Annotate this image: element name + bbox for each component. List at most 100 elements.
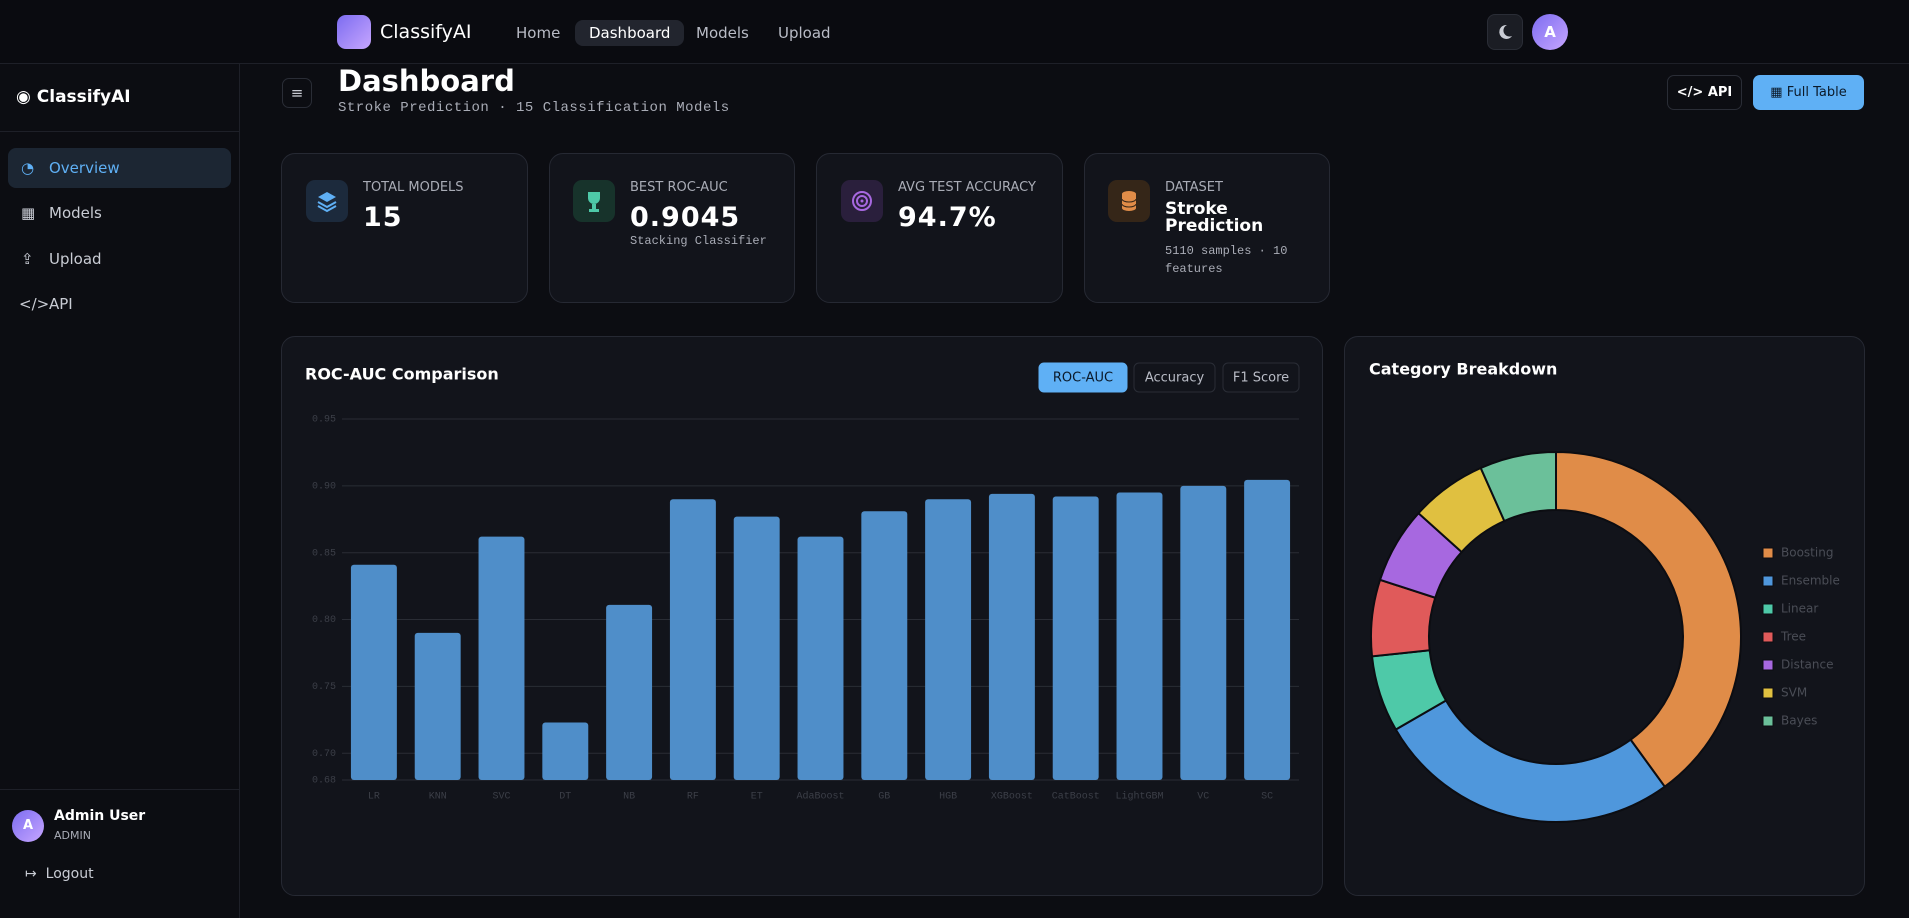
legend-swatch	[1762, 687, 1774, 699]
x-tick-label: CatBoost	[1052, 792, 1100, 803]
layers-icon	[317, 192, 337, 213]
bar	[733, 516, 780, 780]
logout[interactable]: ↦ Logout	[25, 866, 94, 882]
chart-tab[interactable]: Accuracy	[1133, 362, 1216, 393]
bar	[542, 722, 589, 780]
chart-title: Category Breakdown	[1369, 360, 1557, 379]
logout-label: Logout	[45, 866, 94, 882]
legend-swatch	[1762, 547, 1774, 559]
stat-note: 5110 samples · 10 features	[1165, 244, 1288, 276]
page-subtitle: Stroke Prediction · 15 Classification Mo…	[338, 100, 730, 116]
bar	[1052, 496, 1099, 780]
sidebar-item[interactable]: ▦ Models	[8, 193, 231, 233]
sidebar-brand[interactable]: ◉ ClassifyAI	[16, 87, 131, 107]
stat-icon	[1108, 180, 1150, 222]
brand-logo[interactable]	[337, 15, 371, 49]
bar	[350, 564, 397, 780]
bar	[669, 499, 716, 780]
bar	[797, 536, 844, 780]
tab-label: ROC-AUC	[1053, 371, 1113, 386]
y-tick-label: 0.95	[312, 415, 336, 426]
full-table-button[interactable]: ▦ Full Table	[1753, 75, 1864, 110]
legend-swatch	[1762, 603, 1774, 615]
legend-label: Boosting	[1781, 546, 1833, 560]
stat-value: 15	[363, 202, 403, 233]
bar	[988, 493, 1035, 780]
stat-label: TOTAL MODELS	[363, 180, 464, 195]
page-title: Dashboard	[338, 64, 515, 98]
nav-link[interactable]: Home	[516, 24, 561, 42]
chart-tab[interactable]: ROC-AUC	[1038, 362, 1128, 393]
x-tick-label: NB	[623, 792, 635, 803]
nav-link[interactable]: Upload	[778, 24, 831, 42]
tab-bg	[1222, 362, 1300, 393]
nav-link[interactable]: Dashboard	[575, 20, 685, 46]
user-role: ADMIN	[54, 829, 91, 842]
sidebar-item[interactable]: </> API	[8, 284, 231, 324]
moon-icon	[1499, 24, 1512, 39]
sidebar-brand-text: ClassifyAI	[36, 87, 131, 107]
database-icon	[1121, 191, 1137, 211]
bar	[1244, 479, 1291, 780]
x-tick-label: DT	[559, 792, 571, 803]
legend-swatch	[1762, 631, 1774, 643]
nav-link[interactable]: Models	[696, 24, 749, 42]
chart-tab[interactable]: F1 Score	[1222, 362, 1300, 393]
menu-toggle[interactable]: ≡	[282, 78, 312, 108]
stat-note: Stacking Classifier	[630, 234, 767, 248]
sidebar-label: Upload	[49, 250, 102, 268]
stat-value: Stroke Prediction	[1165, 199, 1264, 236]
x-tick-label: SVC	[492, 792, 510, 803]
x-tick-label: GB	[878, 792, 890, 803]
stat-icon	[573, 180, 615, 222]
divider	[0, 789, 239, 790]
y-tick-label: 0.85	[312, 548, 336, 559]
bar	[606, 604, 653, 780]
trophy-icon	[588, 192, 600, 212]
x-tick-label: LightGBM	[1115, 791, 1163, 803]
avatar[interactable]: A	[1532, 14, 1568, 50]
stat-value: 0.9045	[630, 202, 741, 233]
bar	[1116, 492, 1163, 780]
tab-label: Accuracy	[1145, 371, 1205, 386]
stat-card: TOTAL MODELS 15	[281, 153, 528, 303]
bar	[1180, 485, 1227, 780]
bar	[861, 511, 908, 780]
button-label: API	[1707, 85, 1733, 100]
brand[interactable]: ClassifyAI	[380, 21, 472, 43]
legend-swatch	[1762, 575, 1774, 587]
user-name: Admin User	[54, 808, 146, 824]
sidebar	[0, 63, 240, 918]
bar	[478, 536, 525, 780]
sidebar-label: Overview	[49, 159, 120, 177]
api-button[interactable]: </> API	[1667, 75, 1742, 110]
user-avatar: A	[12, 810, 44, 842]
stat-card: BEST ROC-AUC 0.9045 Stacking Classifier	[549, 153, 795, 303]
y-tick-label: 0.70	[312, 749, 336, 760]
x-tick-label: SC	[1261, 792, 1273, 803]
legend-label: Ensemble	[1781, 574, 1840, 588]
legend-swatch	[1762, 659, 1774, 671]
bar	[414, 632, 461, 780]
x-tick-label: AdaBoost	[796, 791, 844, 803]
legend-label: Tree	[1780, 630, 1806, 644]
sidebar-label: Models	[49, 204, 102, 222]
legend-label: Distance	[1781, 658, 1833, 672]
theme-toggle[interactable]	[1487, 14, 1523, 50]
tab-bg	[1038, 362, 1128, 393]
x-tick-label: HGB	[939, 792, 957, 803]
legend-label: SVM	[1781, 686, 1807, 700]
y-tick-label: 0.90	[312, 481, 336, 492]
x-tick-label: XGBoost	[991, 792, 1033, 803]
sidebar-label: API	[49, 295, 73, 313]
sidebar-item[interactable]: ⇪ Upload	[8, 239, 231, 279]
sidebar-item[interactable]: ◔ Overview	[8, 148, 231, 188]
stat-label: BEST ROC-AUC	[630, 180, 728, 195]
pie-slice	[1555, 450, 1742, 789]
x-tick-label: ET	[751, 792, 763, 803]
bar	[925, 499, 972, 780]
y-tick-label: 0.80	[312, 615, 336, 626]
divider	[0, 131, 239, 132]
